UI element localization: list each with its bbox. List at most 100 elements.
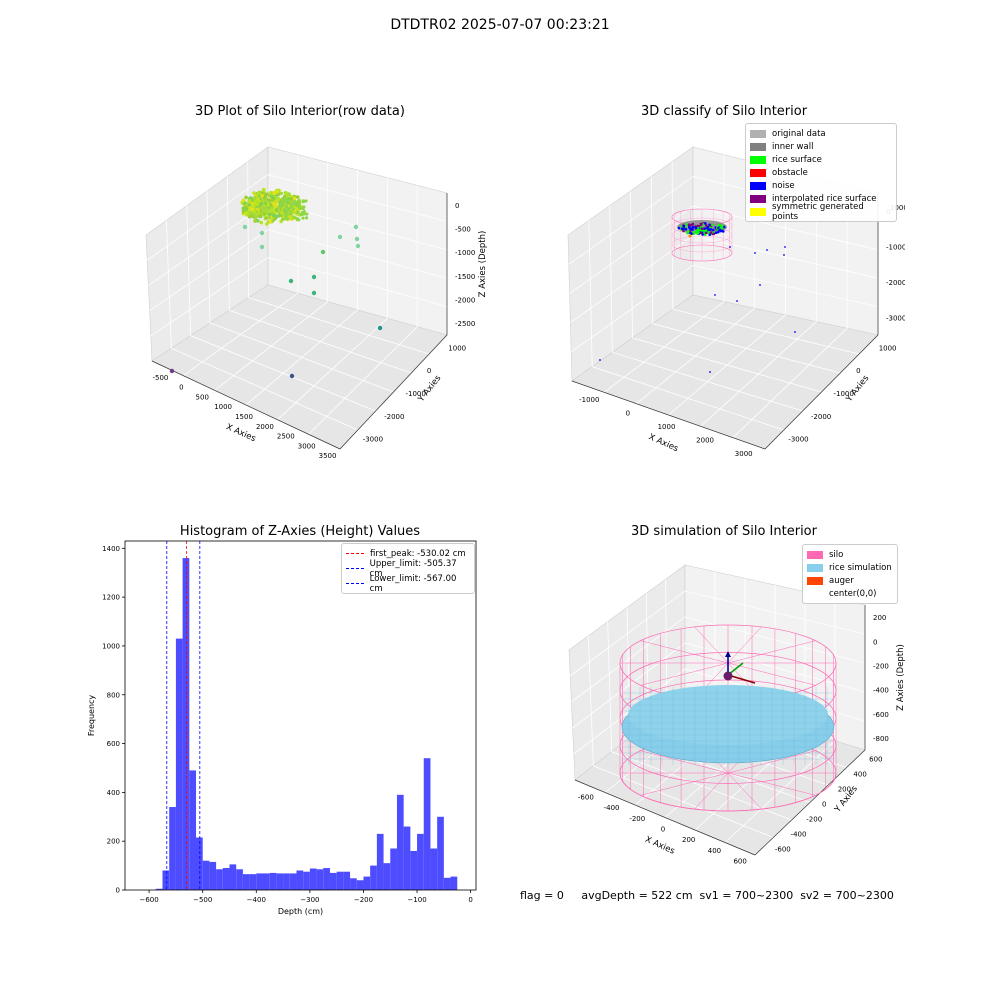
- raw-points: [169, 187, 383, 379]
- legend-label: silo: [829, 549, 844, 560]
- y-tick-label: 600: [107, 740, 120, 748]
- histogram-bar: [403, 826, 411, 890]
- histogram-bar: [169, 807, 176, 890]
- z-axis-label: Z Axies (Depth): [478, 231, 488, 298]
- grid-line: [630, 190, 822, 393]
- histogram-bar: [423, 758, 431, 890]
- silo-wire: [640, 662, 729, 686]
- data-point: [688, 234, 692, 238]
- data-point: [269, 208, 274, 213]
- histogram-bar: [376, 833, 384, 890]
- data-point: [284, 204, 289, 208]
- z-tick-label: -500: [455, 226, 471, 234]
- z-tick-label: -3000: [886, 314, 905, 322]
- grid-line: [150, 256, 448, 337]
- legend-label: auger: [829, 575, 854, 586]
- data-point: [704, 231, 708, 235]
- data-point: [377, 325, 383, 331]
- legend-swatch: [750, 168, 766, 177]
- data-point: [337, 234, 343, 240]
- z-tick-label: 0: [873, 638, 877, 646]
- data-point: [263, 195, 267, 200]
- simulation-plot-title: 3D simulation of Silo Interior: [631, 524, 817, 539]
- data-point: [285, 212, 289, 216]
- x-tick-label: 3000: [735, 450, 753, 458]
- grid-line: [226, 176, 412, 374]
- simulation-legend: silo rice simulation auger center(0,0): [802, 544, 898, 604]
- x-axis-label: Depth (cm): [278, 907, 323, 916]
- data-point: [253, 196, 257, 200]
- auger-axis: [727, 674, 756, 684]
- data-point: [284, 191, 288, 195]
- histogram-bar: [222, 868, 230, 890]
- legend-swatch: [807, 589, 823, 598]
- data-point: [252, 213, 257, 217]
- x-tick-label: -500: [152, 374, 168, 382]
- histogram-bar: [242, 874, 250, 890]
- data-point: [264, 193, 268, 197]
- legend-entry: original data: [750, 127, 892, 140]
- y-tick-label: 0: [116, 887, 120, 895]
- silo-wire: [727, 772, 816, 796]
- data-point: [689, 227, 692, 231]
- grid-line: [607, 621, 792, 821]
- y-tick-label: 1000: [448, 344, 466, 352]
- data-point: [259, 230, 265, 236]
- data-point: [259, 244, 265, 250]
- data-point: [302, 212, 306, 216]
- data-point: [707, 231, 710, 234]
- y-tick-label: -2000: [384, 413, 404, 421]
- x-tick-label: 2500: [277, 433, 295, 441]
- histogram-bar: [202, 860, 210, 890]
- x-tick-label: 0: [661, 826, 665, 834]
- noise-point: [783, 254, 785, 256]
- data-point: [287, 199, 291, 203]
- data-point: [697, 228, 701, 232]
- legend-swatch: [750, 207, 766, 216]
- legend-entry: inner wall: [750, 140, 892, 153]
- histogram-bar: [343, 871, 351, 890]
- simulation-objects: [619, 624, 837, 812]
- legend-swatch: [750, 142, 766, 151]
- data-point: [699, 231, 703, 235]
- data-point: [700, 227, 704, 230]
- y-axis-line: [339, 334, 448, 450]
- data-point: [255, 202, 259, 207]
- noise-point: [759, 284, 761, 286]
- histogram-bar: [269, 872, 277, 890]
- data-point: [259, 220, 263, 225]
- legend-label: original data: [772, 128, 826, 139]
- x-tick-label: -400: [604, 804, 620, 812]
- data-point: [282, 195, 287, 199]
- legend-entry: auger: [807, 574, 893, 587]
- y-tick-label: 200: [107, 838, 120, 846]
- legend-label: center(0,0): [829, 588, 877, 599]
- data-point: [284, 216, 289, 220]
- data-point: [719, 229, 723, 233]
- legend-line-swatch: [346, 568, 364, 569]
- x-axis-label: X Axies: [224, 422, 257, 444]
- legend-label: rice surface: [772, 154, 822, 165]
- data-point: [717, 223, 721, 227]
- data-point: [266, 203, 270, 208]
- data-point: [301, 199, 305, 203]
- x-tick-label: 1000: [214, 403, 232, 411]
- data-point: [705, 224, 708, 227]
- grid-line: [149, 229, 448, 311]
- histogram-bar: [396, 794, 404, 890]
- data-point: [682, 224, 686, 228]
- data-point: [692, 231, 696, 234]
- data-point: [247, 203, 251, 207]
- data-point: [289, 373, 295, 379]
- data-point: [247, 214, 252, 219]
- silo-wire: [640, 640, 729, 664]
- z-axis-label: Z Axies (Depth): [896, 644, 906, 711]
- center-marker: [723, 671, 733, 681]
- histogram-bar: [410, 850, 418, 890]
- silo-wire: [727, 640, 816, 664]
- grid-line: [186, 205, 376, 412]
- x-tick-label: −200: [354, 896, 373, 904]
- z-tick-label: 200: [873, 614, 886, 622]
- data-point: [169, 368, 175, 374]
- x-tick-label: −300: [300, 896, 319, 904]
